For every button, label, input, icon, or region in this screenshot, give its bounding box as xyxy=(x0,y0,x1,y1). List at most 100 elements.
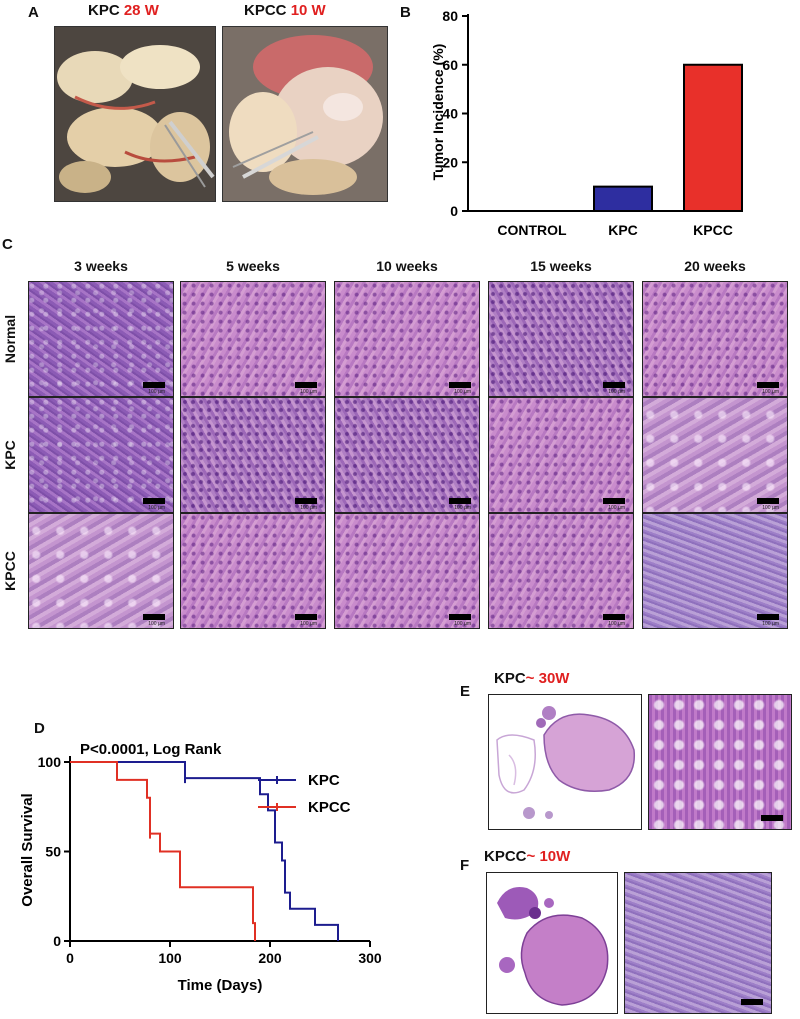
histology-tile: 100 µm xyxy=(28,513,174,629)
legend-label-kpc: KPC xyxy=(308,772,340,789)
scale-bar-text: 100 µm xyxy=(608,621,625,627)
scale-bar-text: 100 µm xyxy=(454,505,471,511)
chart-d-series xyxy=(70,761,339,941)
scale-bar xyxy=(603,382,625,388)
panel-f-label: KPCC xyxy=(484,848,527,865)
histology-tile: 100 µm xyxy=(488,281,634,397)
survival-curve-kpcc xyxy=(70,761,256,941)
kpc-30w-histology-zoom xyxy=(648,694,792,830)
y-tick-label: 40 xyxy=(442,106,458,122)
chart-d-annotation: P<0.0001, Log Rank xyxy=(80,741,222,758)
row-label-0: Normal xyxy=(2,314,18,364)
histology-tile: 100 µm xyxy=(488,513,634,629)
scale-bar xyxy=(295,614,317,620)
panel-a-left-age: 28 W xyxy=(123,2,159,19)
scale-bar xyxy=(603,614,625,620)
panel-e-label: KPC xyxy=(494,670,526,687)
scale-bar xyxy=(603,498,625,504)
kpcc-10w-whole-section xyxy=(486,872,618,1014)
scale-bar xyxy=(757,498,779,504)
y-tick-label: 60 xyxy=(442,57,458,73)
scale-bar-text: 100 µm xyxy=(148,389,165,395)
panel-a-right-age: 10 W xyxy=(290,2,326,19)
x-tick-label: 300 xyxy=(358,950,382,966)
kpc-28w-necropsy-photo xyxy=(54,26,216,202)
x-tick-label: 200 xyxy=(258,950,282,966)
scale-bar-text: 100 µm xyxy=(148,621,165,627)
histology-tile: 100 µm xyxy=(180,281,326,397)
column-label-2: 10 weeks xyxy=(376,258,438,274)
column-label-3: 15 weeks xyxy=(530,258,592,274)
x-tick-label: CONTROL xyxy=(497,222,567,238)
bar-kpcc xyxy=(683,63,743,212)
scale-bar-text: 100 µm xyxy=(300,505,317,511)
scale-bar xyxy=(449,382,471,388)
y-tick-label: 80 xyxy=(442,8,458,24)
tumor-incidence-chart: Tumor Incidence (%) 0 20 40 60 80 CONTROL KPC… xyxy=(430,8,743,238)
panel-c-letter: C xyxy=(2,236,13,253)
row-label-2: KPCC xyxy=(2,551,18,591)
histology-tile: 100 µm xyxy=(642,513,788,629)
scale-bar-text: 100 µm xyxy=(608,505,625,511)
chart-d-ylabel: Overall Survival xyxy=(19,793,36,906)
scale-bar-text: 100 µm xyxy=(454,621,471,627)
legend-label-kpcc: KPCC xyxy=(308,799,351,816)
panel-e-title: KPC~ 30W xyxy=(494,670,569,687)
y-tick-label: 50 xyxy=(45,844,61,860)
column-label-1: 5 weeks xyxy=(226,258,280,274)
kpc-30w-whole-section xyxy=(488,694,642,830)
x-tick-label: KPCC xyxy=(693,222,733,238)
chart-b-yticks: 0 20 40 60 80 xyxy=(442,8,468,219)
scale-bar-text: 100 µm xyxy=(762,389,779,395)
histology-tile: 100 µm xyxy=(334,397,480,513)
y-tick-label: 20 xyxy=(442,154,458,170)
y-tick-label: 0 xyxy=(450,203,458,219)
panel-e-letter: E xyxy=(460,683,471,700)
histology-tile: 100 µm xyxy=(334,513,480,629)
histology-tile: 100 µm xyxy=(180,513,326,629)
panel-f-age: ~ 10W xyxy=(526,848,571,865)
chart-d-legend: KPC KPCC xyxy=(258,772,351,816)
scale-bar xyxy=(761,815,783,821)
histology-tile: 100 µm xyxy=(642,281,788,397)
scale-bar-text: 100 µm xyxy=(608,389,625,395)
panel-d-letter: D xyxy=(34,720,45,737)
scale-bar-text: 100 µm xyxy=(762,505,779,511)
histology-tile: 100 µm xyxy=(28,397,174,513)
column-label-4: 20 weeks xyxy=(684,258,746,274)
survival-curve-kpc xyxy=(70,761,339,941)
panel-b-letter: B xyxy=(400,4,411,21)
scale-bar xyxy=(295,498,317,504)
scale-bar-text: 100 µm xyxy=(454,389,471,395)
chart-d-xlabel: Time (Days) xyxy=(178,977,263,994)
kpcc-10w-necropsy-photo xyxy=(222,26,388,202)
chart-b-bars xyxy=(593,63,743,212)
histology-tile: 100 µm xyxy=(642,397,788,513)
x-tick-label: KPC xyxy=(608,222,638,238)
survival-chart: Overall Survival Time (Days) P<0.0001, L… xyxy=(19,741,382,994)
panel-f-title: KPCC~ 10W xyxy=(484,848,570,865)
panel-f-letter: F xyxy=(460,857,470,874)
chart-b-ylabel: Tumor Incidence (%) xyxy=(430,44,446,181)
row-label-1: KPC xyxy=(2,440,18,470)
panel-a-left-title: KPC 28 W xyxy=(88,2,159,19)
histology-tile: 100 µm xyxy=(28,281,174,397)
panel-a-letter: A xyxy=(28,4,39,21)
scale-bar xyxy=(741,999,763,1005)
panel-a-left-label: KPC xyxy=(88,2,120,19)
y-tick-label: 100 xyxy=(38,754,62,770)
panel-a-right-title: KPCC 10 W xyxy=(244,2,326,19)
scale-bar-text: 100 µm xyxy=(148,505,165,511)
x-tick-label: 100 xyxy=(158,950,182,966)
column-label-0: 3 weeks xyxy=(74,258,128,274)
scale-bar xyxy=(757,382,779,388)
scale-bar xyxy=(143,498,165,504)
scale-bar xyxy=(449,614,471,620)
panel-e-age: ~ 30W xyxy=(525,670,570,687)
panel-a-right-label: KPCC xyxy=(244,2,287,19)
kpcc-10w-histology-zoom xyxy=(624,872,772,1014)
chart-d-ticks: 0 100 200 300 0 50 100 xyxy=(38,754,382,966)
scale-bar-text: 100 µm xyxy=(762,621,779,627)
x-tick-label: 0 xyxy=(66,950,74,966)
